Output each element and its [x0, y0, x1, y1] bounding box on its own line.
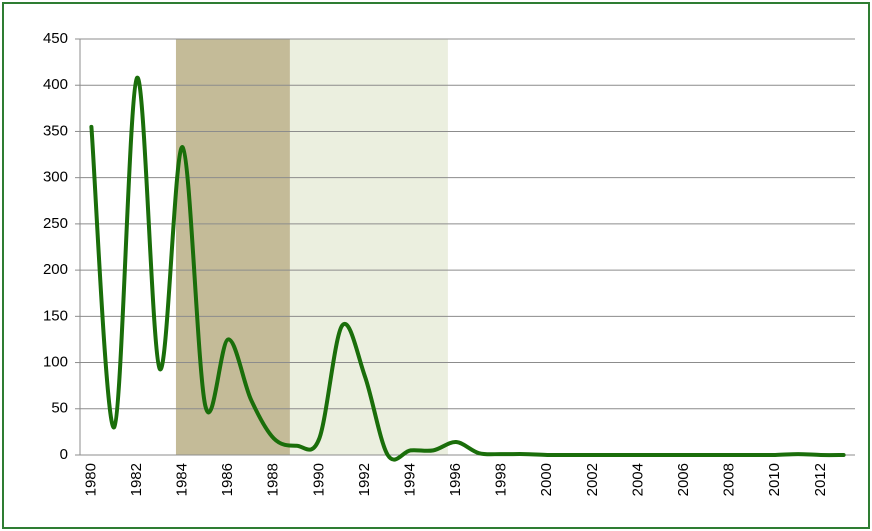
y-tick-label: 300 — [43, 169, 68, 186]
shaded-region — [175, 39, 290, 455]
x-tick-label: 1984 — [174, 463, 191, 496]
x-tick-label: 1988 — [265, 463, 282, 496]
x-tick-label: 2000 — [538, 463, 555, 496]
y-tick-label: 250 — [43, 215, 68, 232]
x-tick-label: 1980 — [82, 463, 99, 496]
x-tick-label: 1986 — [219, 463, 236, 496]
x-tick-label: 1992 — [356, 463, 373, 496]
y-tick-label: 350 — [43, 122, 68, 139]
x-tick-label: 1998 — [493, 463, 510, 496]
x-tick-label: 1990 — [310, 463, 327, 496]
x-tick-label: 2002 — [584, 463, 601, 496]
x-tick-label: 1996 — [447, 463, 464, 496]
data-line — [89, 75, 846, 462]
y-tick-label: 50 — [51, 400, 68, 417]
x-tick-label: 2004 — [629, 463, 646, 496]
x-tick-label: 2008 — [721, 463, 738, 496]
y-tick-label: 0 — [60, 446, 68, 463]
y-tick-label: 400 — [43, 76, 68, 93]
y-tick-label: 450 — [43, 30, 68, 47]
x-tick-label: 2012 — [812, 463, 829, 496]
y-tick-label: 200 — [43, 261, 68, 278]
y-tick-label: 100 — [43, 354, 68, 371]
x-tick-label: 1982 — [128, 463, 145, 496]
x-tick-label: 2010 — [766, 463, 783, 496]
y-tick-label: 150 — [43, 307, 68, 324]
x-tick-label: 1994 — [401, 463, 418, 496]
x-tick-label: 2006 — [675, 463, 692, 496]
